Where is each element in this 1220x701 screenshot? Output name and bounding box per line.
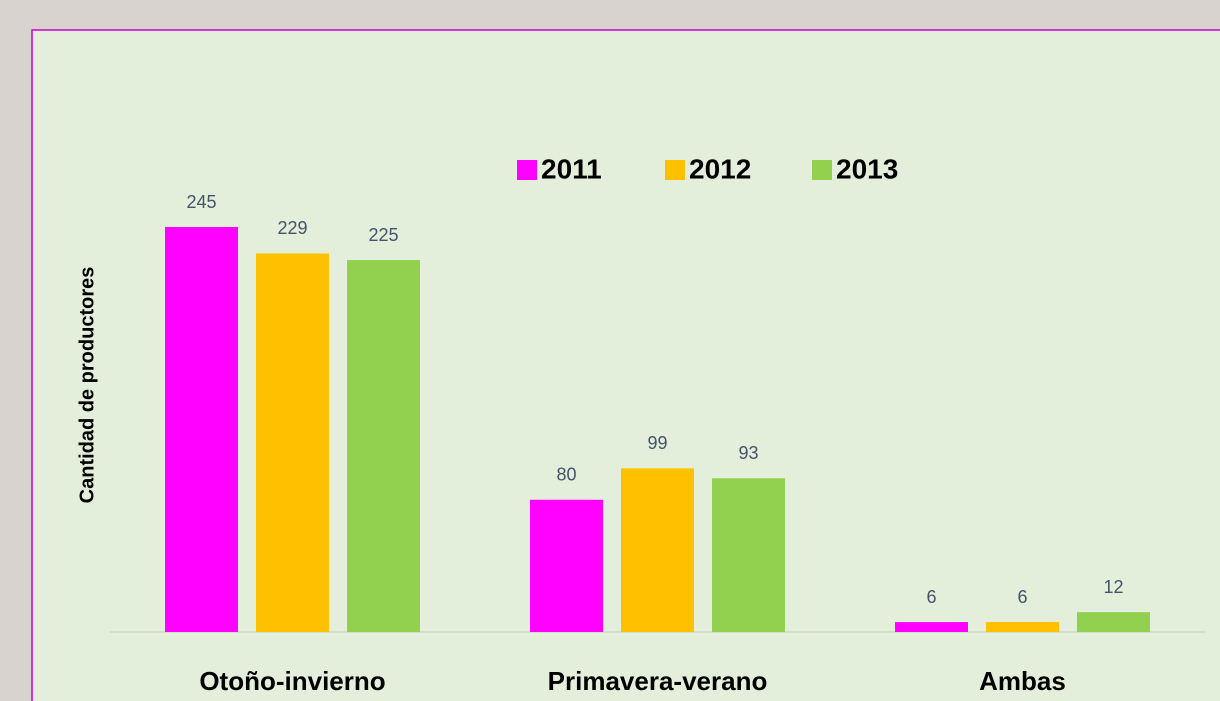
bar — [986, 622, 1059, 632]
x-tick-label: Otoño-invierno — [199, 666, 385, 696]
x-tick-label: Primavera-verano — [548, 666, 768, 696]
bar — [1077, 612, 1150, 632]
y-axis-label: Cantidad de productores — [76, 267, 98, 504]
value-label: 99 — [647, 433, 667, 453]
value-label: 6 — [926, 587, 936, 607]
value-label: 6 — [1017, 587, 1027, 607]
bar — [165, 227, 238, 632]
legend-swatch — [517, 160, 537, 180]
value-label: 80 — [556, 465, 576, 485]
bar — [256, 253, 329, 632]
legend-label: 2013 — [836, 153, 898, 184]
value-label: 229 — [277, 218, 307, 238]
value-label: 93 — [738, 443, 758, 463]
value-label: 12 — [1103, 577, 1123, 597]
value-label: 245 — [186, 192, 216, 212]
bar — [712, 478, 785, 632]
value-label: 225 — [368, 225, 398, 245]
x-tick-label: Ambas — [979, 666, 1066, 696]
legend-swatch — [812, 160, 832, 180]
bar — [347, 260, 420, 632]
bar — [895, 622, 968, 632]
bar — [621, 468, 694, 632]
legend-label: 2011 — [541, 153, 602, 184]
bar — [530, 499, 603, 632]
legend-swatch — [665, 160, 685, 180]
legend-label: 2012 — [689, 153, 751, 184]
